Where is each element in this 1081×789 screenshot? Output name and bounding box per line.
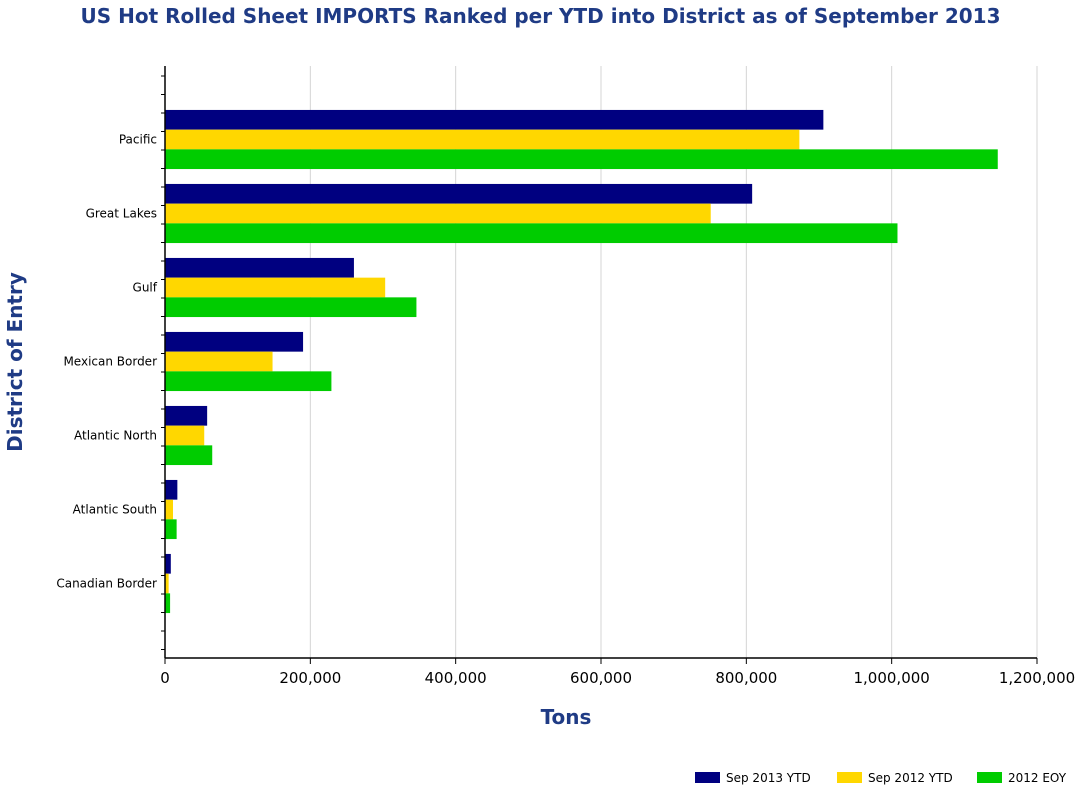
bar [165, 573, 169, 594]
bar [165, 109, 824, 130]
y-axis-title: District of Entry [3, 272, 27, 452]
y-tick-label: Pacific [119, 133, 157, 147]
bar [165, 129, 800, 150]
bar [165, 425, 205, 446]
legend-label: 2012 EOY [1008, 771, 1067, 785]
y-tick-label: Great Lakes [86, 207, 157, 221]
x-tick-label: 1,200,000 [999, 669, 1075, 687]
x-tick-label: 600,000 [570, 669, 632, 687]
legend-swatch [837, 772, 862, 783]
legend-swatch [695, 772, 720, 783]
bar [165, 331, 304, 352]
bar [165, 223, 898, 244]
bar [165, 405, 208, 426]
x-tick-label: 0 [160, 669, 170, 687]
bar [165, 371, 332, 392]
x-tick-label: 800,000 [715, 669, 777, 687]
bar-group [165, 109, 998, 614]
bar [165, 277, 386, 298]
legend-swatch [977, 772, 1002, 783]
axes [161, 66, 1038, 664]
legend: Sep 2013 YTD Sep 2012 YTD 2012 EOY [695, 771, 1067, 785]
x-tick-label: 1,000,000 [853, 669, 929, 687]
bar [165, 519, 177, 540]
y-tick-label: Atlantic South [73, 503, 157, 517]
y-tick-label: Gulf [133, 281, 158, 295]
bar [165, 593, 171, 614]
bar [165, 183, 753, 204]
legend-label: Sep 2012 YTD [868, 771, 953, 785]
tick-labels: 0 200,000 400,000 600,000 800,000 1,000,000 1,… [56, 133, 1075, 688]
bar [165, 499, 173, 520]
bar [165, 553, 171, 574]
bar [165, 351, 273, 372]
bar [165, 297, 417, 318]
bar [165, 203, 711, 224]
bar [165, 445, 213, 466]
bar [165, 149, 998, 170]
y-tick-label: Atlantic North [74, 429, 157, 443]
bar [165, 257, 354, 278]
x-axis-title: Tons [541, 705, 592, 729]
chart-title: US Hot Rolled Sheet IMPORTS Ranked per Y… [80, 4, 1001, 28]
x-tick-label: 400,000 [425, 669, 487, 687]
y-tick-label: Mexican Border [63, 355, 157, 369]
legend-label: Sep 2013 YTD [726, 771, 811, 785]
bar [165, 479, 178, 500]
x-tick-label: 200,000 [279, 669, 341, 687]
y-tick-label: Canadian Border [56, 577, 157, 591]
